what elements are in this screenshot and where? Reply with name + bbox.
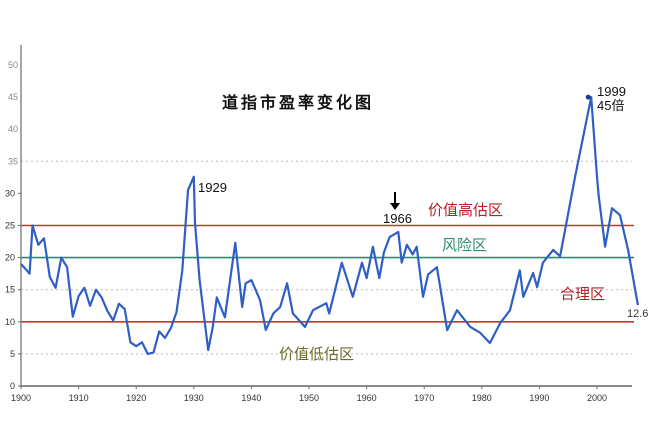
annotation-latest: 12.6 — [627, 308, 648, 320]
y-tick-label: 5 — [10, 349, 15, 359]
x-tick-label: 1910 — [69, 393, 89, 403]
y-tick-label: 25 — [5, 221, 15, 231]
annotation-1929: 1929 — [198, 180, 227, 195]
chart-title: 道指市盈率变化图 — [222, 93, 374, 112]
x-tick-label: 1980 — [472, 393, 492, 403]
x-ticks: 1900 1910 1920 1930 1940 1950 1960 1970 1980 1990… — [11, 386, 607, 403]
zone-label-overvalued: 价值高估区 — [428, 201, 503, 219]
pe-series-line — [20, 96, 639, 355]
y-tick-label: 50 — [8, 60, 18, 70]
x-tick-label: 2000 — [587, 393, 607, 403]
gridlines — [21, 160, 632, 355]
reference-lines — [21, 224, 634, 323]
x-tick-label: 1970 — [414, 393, 434, 403]
y-tick-label: 15 — [5, 285, 15, 295]
zone-label-undervalued: 价值低估区 — [279, 345, 354, 363]
peak-marker — [585, 94, 591, 100]
zone-label-fair: 合理区 — [560, 285, 605, 303]
x-tick-label: 1900 — [11, 393, 31, 403]
x-tick-label: 1930 — [184, 393, 204, 403]
x-tick-label: 1940 — [241, 393, 261, 403]
y-tick-label: 35 — [8, 156, 18, 166]
y-tick-label: 10 — [5, 317, 15, 327]
zone-label-risk: 风险区 — [442, 236, 487, 254]
axes — [20, 45, 632, 387]
annotation-1966: 1966 — [383, 211, 412, 226]
x-tick-label: 1960 — [357, 393, 377, 403]
arrow-down-icon — [390, 192, 400, 210]
x-tick-label: 1950 — [299, 393, 319, 403]
y-tick-label: 45 — [8, 92, 18, 102]
y-ticks: 0 5 10 15 20 25 30 35 40 45 50 — [5, 60, 21, 391]
y-tick-label: 20 — [5, 253, 15, 263]
y-tick-label: 40 — [8, 124, 18, 134]
x-tick-label: 1990 — [529, 393, 549, 403]
annotation-45x: 45倍 — [597, 98, 624, 113]
x-tick-label: 1920 — [126, 393, 146, 403]
y-tick-label: 0 — [10, 381, 15, 391]
annotation-1999: 1999 — [597, 84, 626, 99]
y-tick-label: 30 — [5, 188, 15, 198]
